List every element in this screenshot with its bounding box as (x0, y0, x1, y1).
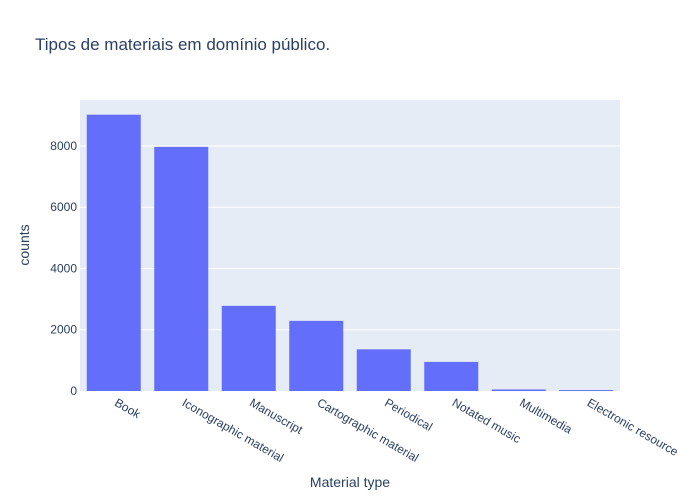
x-tick-label: Notated music (450, 395, 523, 445)
bar-periodical[interactable] (356, 349, 411, 391)
y-tick-label: 0 (70, 384, 77, 398)
x-tick-label: Multimedia (517, 395, 575, 436)
bar-electronic-resource[interactable] (559, 390, 614, 391)
y-axis-ticks: 0 2000 4000 6000 8000 (50, 139, 77, 398)
y-axis-title: counts (16, 224, 32, 265)
bar-multimedia[interactable] (491, 389, 546, 391)
chart-title: Tipos de materiais em domínio público. (35, 35, 330, 54)
x-tick-label: Manuscript (247, 395, 305, 437)
y-tick-label: 8000 (50, 139, 77, 153)
x-axis-title: Material type (310, 474, 390, 490)
bar-iconographic-material[interactable] (154, 146, 209, 391)
bars (86, 114, 614, 391)
bar-manuscript[interactable] (221, 305, 276, 391)
x-tick-label: Book (112, 395, 144, 421)
bar-cartographic-material[interactable] (289, 320, 344, 391)
bar-book[interactable] (86, 114, 141, 391)
y-tick-label: 2000 (50, 323, 77, 337)
x-tick-label: Electronic resource (585, 395, 681, 459)
x-tick-label: Periodical (382, 395, 435, 433)
bar-notated-music[interactable] (424, 361, 479, 391)
y-tick-label: 4000 (50, 261, 77, 275)
y-tick-label: 6000 (50, 200, 77, 214)
